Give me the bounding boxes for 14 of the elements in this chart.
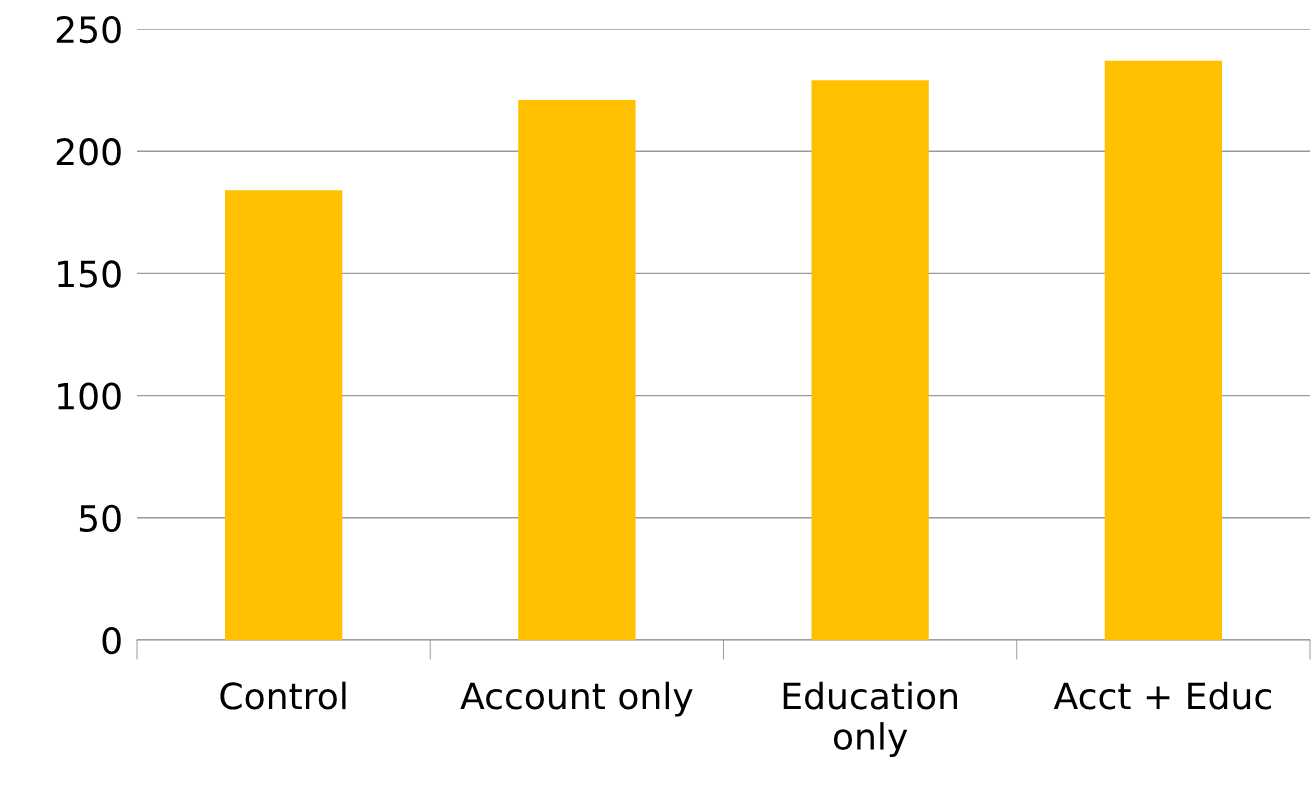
bar (518, 99, 636, 640)
y-tick-label: 200 (56, 138, 121, 166)
bar (811, 80, 929, 640)
bar (1104, 60, 1223, 640)
x-tick-label: Acct + Educ (1053, 681, 1271, 710)
y-tick-label: 250 (56, 15, 121, 44)
x-tick-label: Account only (460, 681, 693, 717)
y-tick-label: 0 (102, 626, 121, 655)
bar (224, 190, 343, 640)
x-tick-label: Control (220, 681, 346, 710)
y-tick-label: 150 (58, 260, 121, 288)
y-tick-label: 100 (58, 382, 121, 410)
x-tick-label: Education only (783, 681, 957, 758)
y-tick-label: 50 (79, 504, 121, 533)
